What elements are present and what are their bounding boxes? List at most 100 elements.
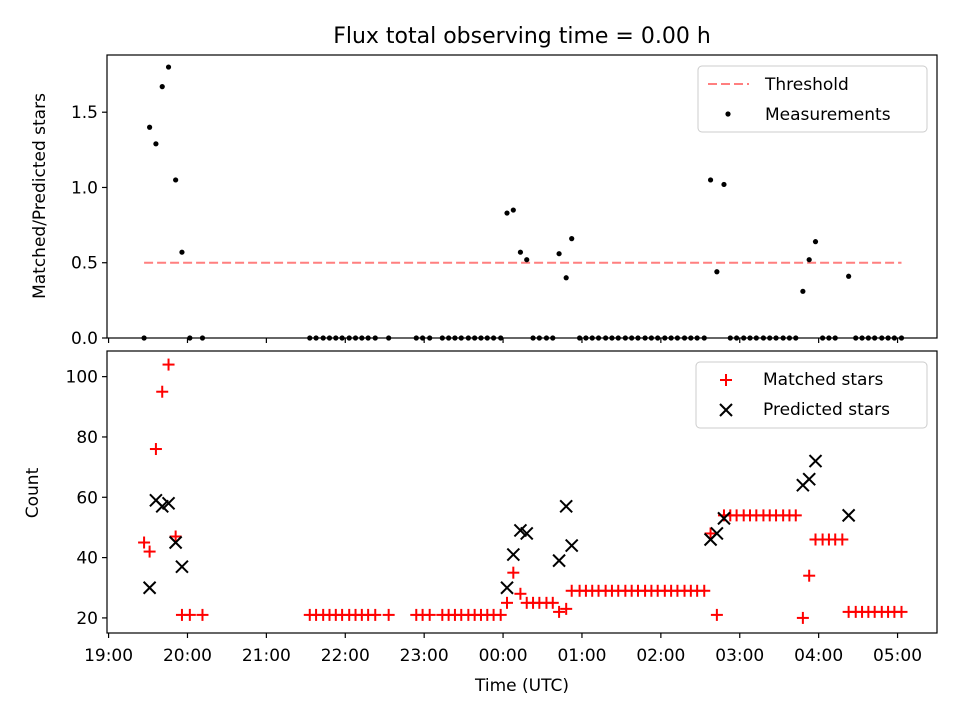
predicted-star-point xyxy=(168,535,183,550)
measurement-point xyxy=(595,335,602,341)
measurement-point xyxy=(307,335,313,341)
x-tick-label: 03:00 xyxy=(715,646,764,666)
measurement-point xyxy=(753,335,759,341)
y-tick-label: 1.5 xyxy=(71,103,98,123)
x-tick-label: 00:00 xyxy=(479,646,528,666)
y-tick-label: 20 xyxy=(76,609,98,629)
matched-star-point xyxy=(704,527,717,540)
measurement-point xyxy=(165,64,172,70)
legend-threshold-label: Threshold xyxy=(764,75,849,95)
measurement-point xyxy=(346,335,352,341)
matched-star-point xyxy=(183,608,196,621)
measurement-point xyxy=(365,335,371,341)
matched-star-point xyxy=(156,385,169,398)
measurement-point xyxy=(427,335,433,341)
matched-star-point xyxy=(169,530,182,543)
measurement-point xyxy=(187,335,193,341)
measurement-point xyxy=(635,335,641,341)
measurement-point xyxy=(504,210,510,216)
predicted-star-point xyxy=(161,496,176,511)
predicted-star-point xyxy=(506,547,521,562)
measurement-point xyxy=(372,335,378,341)
measurement-point xyxy=(543,335,550,341)
measurement-point xyxy=(484,335,490,341)
x-tick-label: 23:00 xyxy=(400,646,449,666)
measurement-point xyxy=(760,335,767,341)
measurement-point xyxy=(465,335,471,341)
matched-star-point xyxy=(494,608,507,621)
matched-star-point xyxy=(698,584,711,597)
measurement-point xyxy=(413,335,419,341)
measurement-point xyxy=(386,335,392,341)
y-tick-label: 100 xyxy=(66,368,98,388)
measurement-point xyxy=(648,335,654,341)
measurement-point xyxy=(452,335,458,341)
measurement-point xyxy=(536,335,542,341)
predicted-star-point xyxy=(808,454,823,468)
measurement-point xyxy=(563,275,569,281)
measurement-point xyxy=(642,335,648,341)
chart-title: Flux total observing time = 0.00 h xyxy=(333,24,711,49)
count-legend-box xyxy=(695,361,928,429)
matched-star-point xyxy=(369,608,382,621)
measurement-point xyxy=(603,335,609,341)
predicted-star-point xyxy=(802,472,816,486)
predicted-stars-points xyxy=(142,454,856,595)
y-tick-label: 1.0 xyxy=(71,178,98,198)
matched-star-point xyxy=(560,602,573,615)
measurement-point xyxy=(727,335,733,341)
y-tick-label: 0.0 xyxy=(71,329,98,349)
measurement-point xyxy=(359,335,365,341)
measurement-point xyxy=(826,335,832,341)
measurement-point xyxy=(439,335,445,341)
measurement-point xyxy=(800,288,806,294)
ratio-y-ticks: 0.0 0.5 1.0 1.5 xyxy=(71,103,107,349)
measurement-points xyxy=(141,64,905,341)
measurement-point xyxy=(898,335,905,341)
measurement-point xyxy=(446,335,452,341)
matched-star-point xyxy=(836,533,849,546)
measurement-point xyxy=(734,335,740,341)
measurement-point xyxy=(339,335,345,341)
measurement-point xyxy=(629,335,635,341)
x-tick-label: 22:00 xyxy=(321,646,370,666)
measurement-point xyxy=(458,335,464,341)
measurement-point xyxy=(773,335,779,341)
x-tick-label: 19:00 xyxy=(84,646,133,666)
matched-star-point xyxy=(546,596,559,609)
predicted-star-point xyxy=(142,581,157,595)
measurement-point xyxy=(320,335,326,341)
legend-predicted-label: Predicted stars xyxy=(763,400,890,420)
measurement-point xyxy=(159,84,165,90)
measurement-point xyxy=(741,335,747,341)
measurement-point xyxy=(419,335,426,341)
measurement-point xyxy=(583,335,589,341)
x-tick-label: 21:00 xyxy=(242,646,291,666)
measurement-point xyxy=(688,335,694,341)
x-tick-label: 02:00 xyxy=(636,646,685,666)
predicted-star-point xyxy=(175,559,189,574)
legend-matched-label: Matched stars xyxy=(763,370,883,390)
x-tick-label: 04:00 xyxy=(794,646,843,666)
count-legend: Matched stars Predicted stars xyxy=(695,361,928,429)
matched-star-point xyxy=(138,536,151,549)
measurement-point xyxy=(576,335,583,341)
measurement-point xyxy=(498,335,504,341)
ratio-panel: 0.0 0.5 1.0 1.5 Matched/Predicted stars Thr… xyxy=(30,54,938,349)
measurement-point xyxy=(622,335,628,341)
predicted-star-point xyxy=(520,526,534,541)
measurement-point xyxy=(819,335,826,341)
predicted-star-point xyxy=(564,538,579,553)
matched-star-point xyxy=(162,358,175,371)
matched-stars-points xyxy=(138,358,908,624)
ratio-legend-box xyxy=(697,65,928,133)
measurement-point xyxy=(832,335,838,341)
predicted-star-point xyxy=(841,508,856,523)
measurement-point xyxy=(707,177,714,183)
matched-star-point xyxy=(803,569,816,582)
measurement-point xyxy=(674,335,681,341)
measurement-point xyxy=(714,269,720,275)
legend-measurements-label: Measurements xyxy=(765,105,891,125)
count-y-ticks: 20 40 60 80 100 xyxy=(66,368,107,629)
